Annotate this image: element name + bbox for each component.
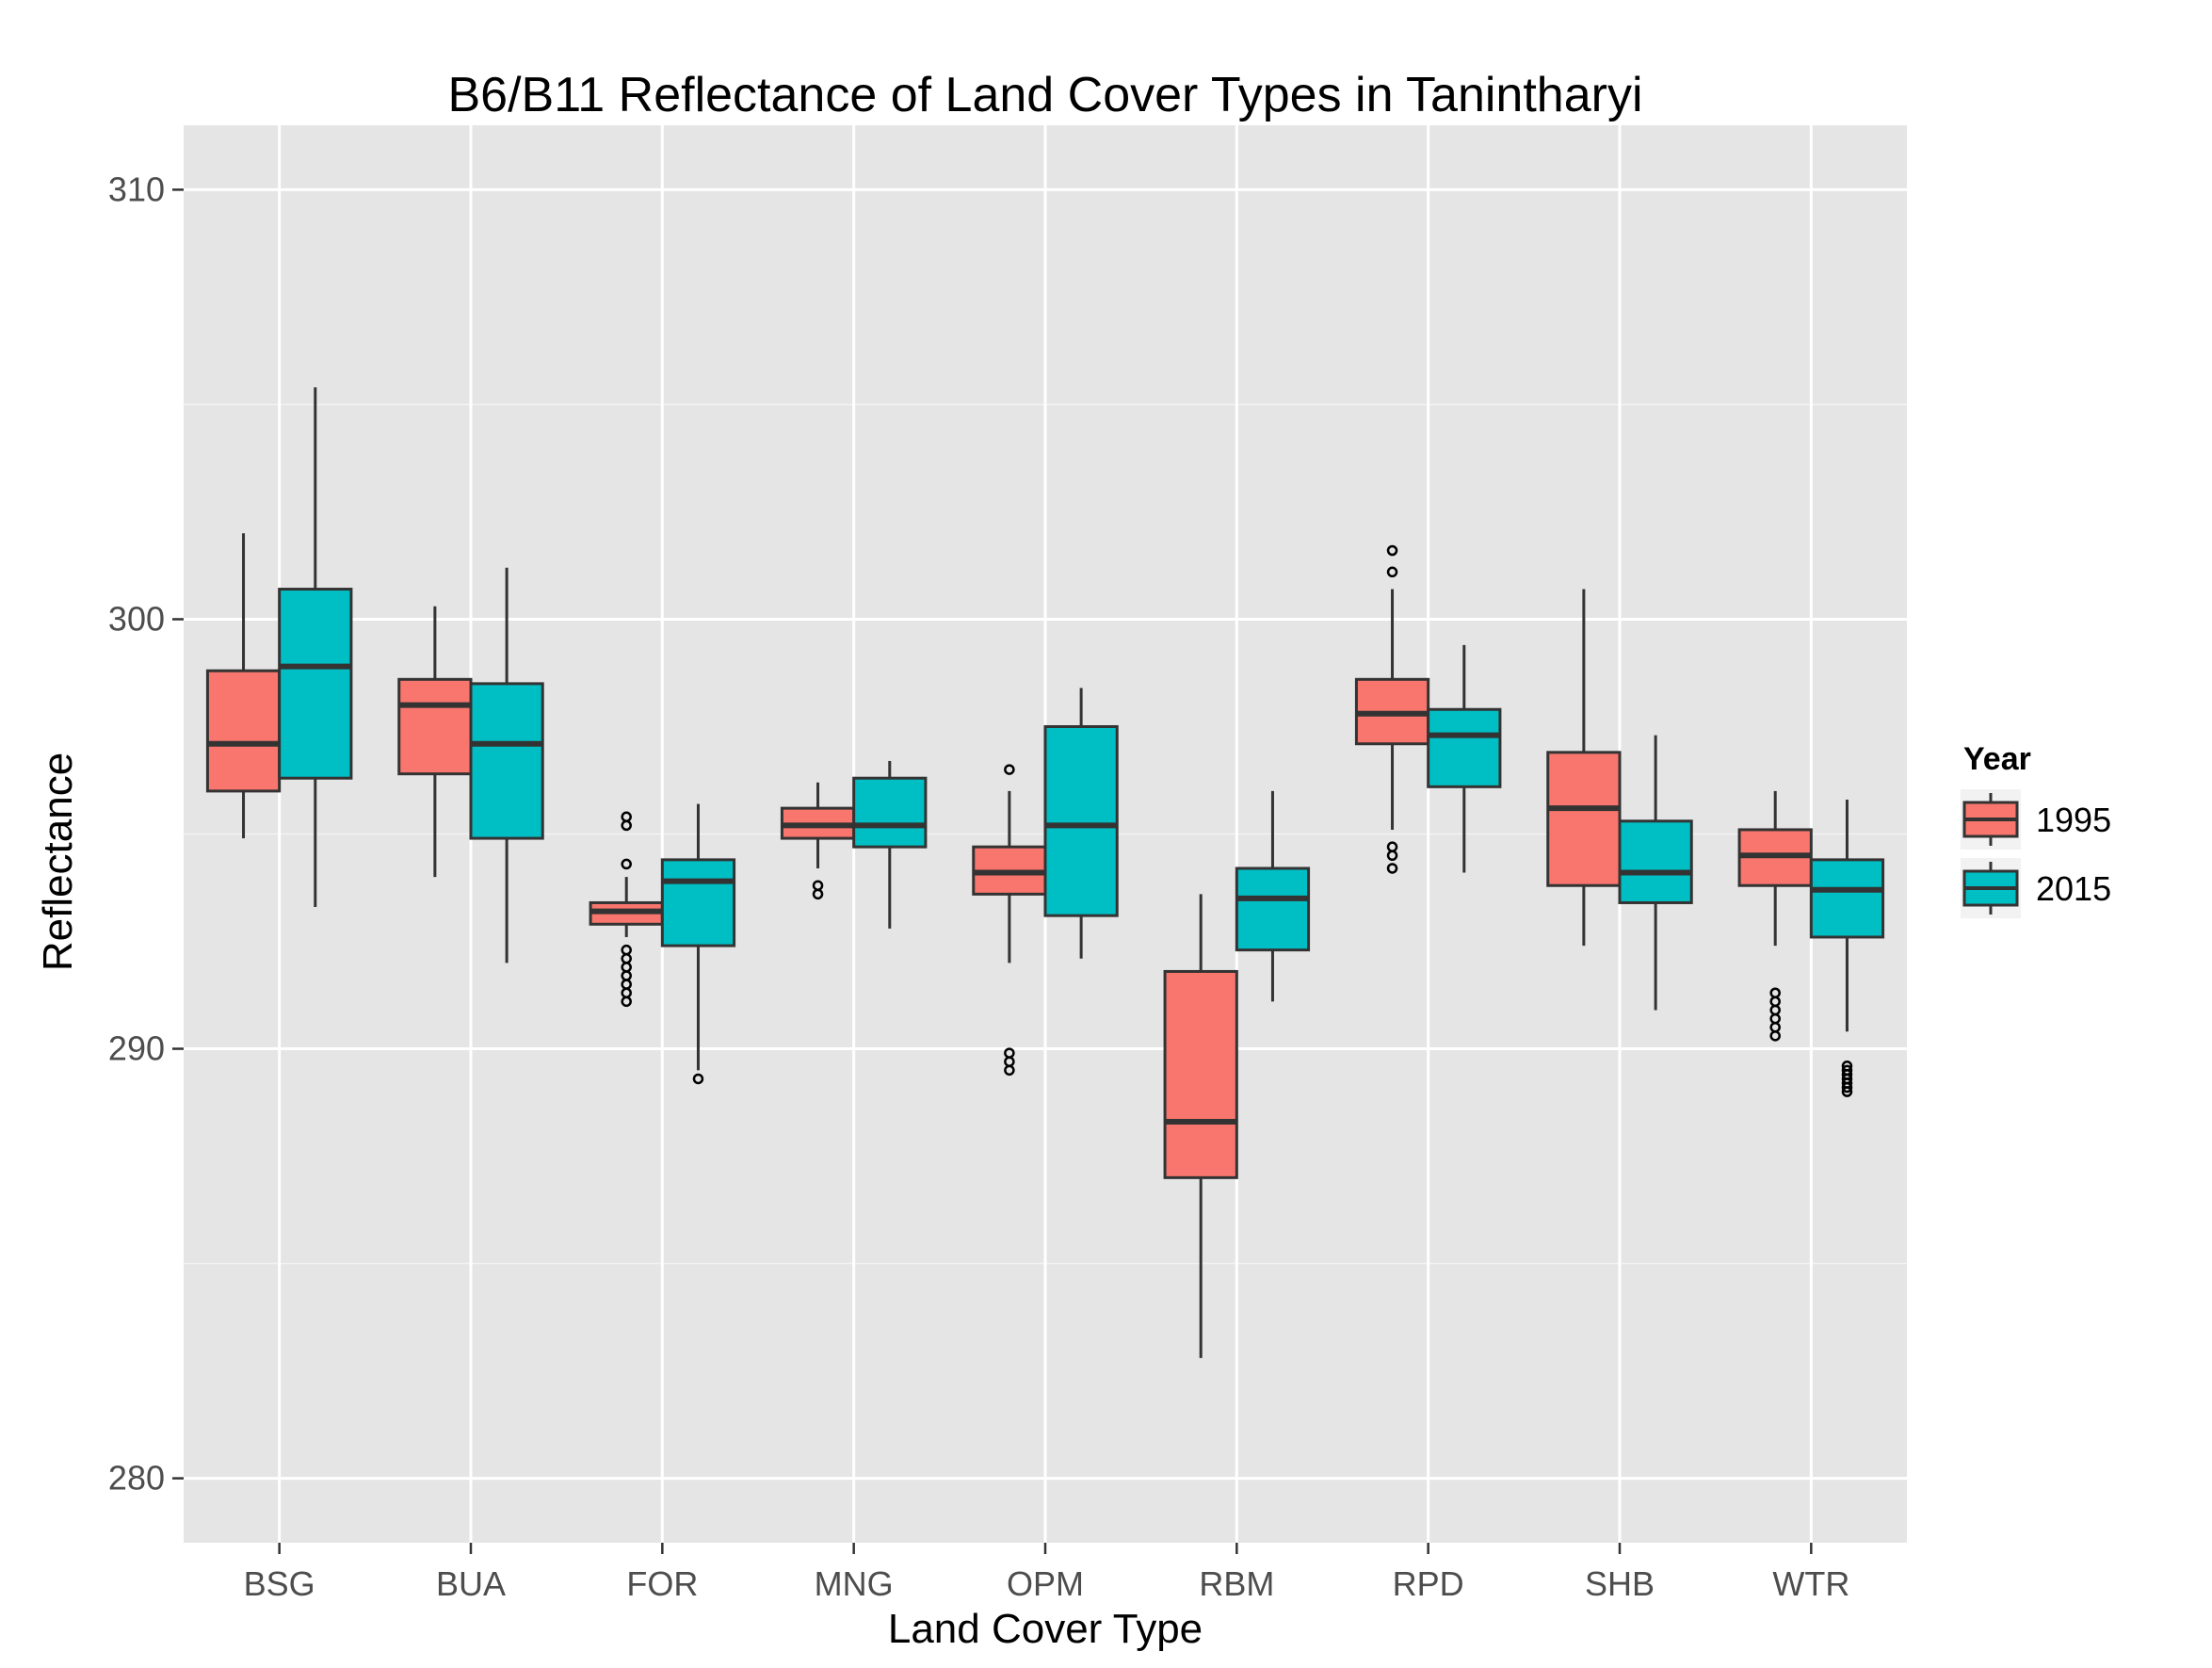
box-mng-1995 xyxy=(780,782,856,900)
box-body xyxy=(1427,707,1502,788)
box-mng-2015 xyxy=(852,760,928,929)
legend-label-2015: 2015 xyxy=(2036,869,2111,908)
outlier-point xyxy=(1769,1030,1781,1042)
box-bua-1995 xyxy=(397,606,473,878)
outlier-point xyxy=(1841,1081,1853,1093)
y-tick-label: 310 xyxy=(108,170,165,208)
outlier-point xyxy=(621,819,632,832)
box-body xyxy=(660,858,736,947)
outlier-point xyxy=(692,1073,704,1085)
y-axis-title: Reflectance xyxy=(35,753,81,971)
y-tick-label: 280 xyxy=(108,1459,165,1498)
legend-title: Year xyxy=(1963,741,2031,777)
box-shb-1995 xyxy=(1546,589,1622,947)
box-body xyxy=(1546,751,1622,887)
outlier-point xyxy=(621,858,632,870)
x-tick-label: MNG xyxy=(815,1564,894,1603)
x-tick-label: WTR xyxy=(1772,1564,1849,1603)
box-body xyxy=(1235,866,1311,952)
box-for-2015 xyxy=(660,803,736,1085)
box-opm-1995 xyxy=(972,764,1047,1077)
legend-label-1995: 1995 xyxy=(2036,801,2111,839)
x-tick-label: RBM xyxy=(1199,1564,1274,1603)
box-body xyxy=(1043,724,1119,917)
outlier-point xyxy=(1004,764,1015,775)
box-bsg-1995 xyxy=(205,533,282,839)
box-shb-2015 xyxy=(1618,735,1693,1011)
box-rpd-1995 xyxy=(1354,544,1430,874)
box-body xyxy=(1163,969,1238,1179)
box-wtr-1995 xyxy=(1737,790,1813,1042)
box-opm-2015 xyxy=(1043,688,1119,959)
outlier-point xyxy=(1004,1064,1015,1077)
outlier-point xyxy=(1386,544,1398,557)
x-axis-title: Land Cover Type xyxy=(888,1606,1203,1652)
outlier-point xyxy=(621,996,632,1008)
y-tick-label: 300 xyxy=(108,599,165,638)
x-tick-label: FOR xyxy=(626,1564,698,1603)
legend: Year 1995 2015 xyxy=(1961,741,2111,918)
box-wtr-2015 xyxy=(1809,800,1885,1097)
x-tick-label: BUA xyxy=(436,1564,506,1603)
x-tick-label: SHB xyxy=(1585,1564,1655,1603)
box-rbm-2015 xyxy=(1235,790,1311,1002)
outlier-point xyxy=(1386,863,1398,874)
outlier-point xyxy=(812,888,824,900)
box-body xyxy=(852,776,928,849)
boxes-layer xyxy=(205,387,1885,1358)
outlier-point xyxy=(1841,1086,1853,1097)
box-body xyxy=(278,588,353,780)
box-body xyxy=(397,677,473,776)
x-tick-label: RPD xyxy=(1393,1564,1464,1603)
y-axis: 280 290 300 310 xyxy=(108,170,184,1498)
box-body xyxy=(1618,819,1693,904)
box-body xyxy=(469,682,544,840)
box-body xyxy=(1809,858,1885,939)
outlier-point xyxy=(1386,566,1398,578)
x-tick-label: BSG xyxy=(244,1564,315,1603)
x-tick-label: OPM xyxy=(1007,1564,1084,1603)
x-axis: BSG BUA FOR MNG OPM RBM RPD SHB WTR xyxy=(244,1543,1849,1603)
box-bsg-2015 xyxy=(278,387,353,908)
y-tick-label: 290 xyxy=(108,1029,165,1068)
box-rpd-2015 xyxy=(1427,644,1502,873)
outlier-point xyxy=(1386,850,1398,862)
box-bua-2015 xyxy=(469,567,544,964)
box-rbm-1995 xyxy=(1163,894,1238,1358)
box-body xyxy=(205,669,282,793)
chart-title: B6/B11 Reflectance of Land Cover Types i… xyxy=(448,68,1643,122)
